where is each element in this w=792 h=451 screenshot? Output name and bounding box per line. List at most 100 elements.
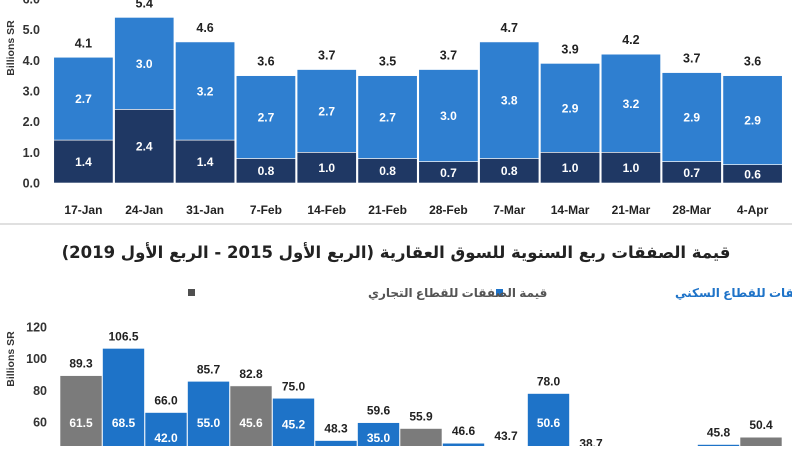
top-upper-value-label: 2.9 xyxy=(562,101,579,115)
bottom-inner-value-label: 45.6 xyxy=(239,416,263,430)
top-y-tick-label: 1.0 xyxy=(23,146,40,160)
top-bar-segment-upper xyxy=(53,56,114,141)
bottom-inner-value-label: 61.5 xyxy=(69,416,93,430)
top-upper-value-label: 3.2 xyxy=(623,97,640,111)
top-total-label: 4.2 xyxy=(622,33,639,47)
top-bar-segment-upper xyxy=(722,75,783,165)
top-upper-value-label: 2.7 xyxy=(75,92,92,106)
top-x-tick-label: 28-Mar xyxy=(672,203,711,217)
top-lower-value-label: 1.0 xyxy=(623,161,640,175)
top-bar-segment-lower xyxy=(357,158,418,184)
bottom-total-label: 45.8 xyxy=(707,425,731,439)
top-bar-segment-upper xyxy=(600,53,661,153)
top-upper-value-label: 3.2 xyxy=(197,85,214,99)
top-x-tick-label: 17-Jan xyxy=(64,203,102,217)
legend-label-commercial: قيمة الصفقات للقطاع التجاري xyxy=(368,286,547,300)
top-bar-segment-upper xyxy=(175,41,236,141)
top-bar-segment-upper xyxy=(540,63,601,153)
bottom-bar xyxy=(272,397,315,451)
top-lower-value-label: 1.0 xyxy=(318,161,335,175)
top-total-label: 4.7 xyxy=(501,21,518,35)
top-lower-value-label: 0.7 xyxy=(440,166,457,180)
top-total-label: 3.5 xyxy=(379,55,396,69)
top-total-label: 3.9 xyxy=(561,42,578,56)
bottom-y-axis-title: Billions SR xyxy=(5,331,17,387)
top-x-tick-label: 14-Feb xyxy=(307,203,346,217)
weekly-stacked-chart: Billions SR 0.0 1.0 2.0 3.0 4.0 5.0 6.0 1.4 2.7… xyxy=(5,0,783,217)
bottom-bar xyxy=(314,440,358,451)
bottom-total-label: 82.8 xyxy=(239,367,263,381)
top-bar-segment-lower xyxy=(296,152,357,184)
top-upper-value-label: 2.9 xyxy=(744,114,761,128)
top-y-tick-label: 6.0 xyxy=(23,0,40,7)
bottom-total-label: 85.7 xyxy=(197,362,221,376)
top-upper-value-label: 3.0 xyxy=(440,109,457,123)
bottom-inner-value-label: 55.0 xyxy=(197,416,221,430)
bottom-bar xyxy=(399,428,443,451)
bottom-bar xyxy=(229,385,273,451)
top-total-label: 4.6 xyxy=(196,21,213,35)
top-bar-segment-lower xyxy=(53,139,114,184)
top-lower-value-label: 0.8 xyxy=(258,164,275,178)
top-total-label: 3.6 xyxy=(257,55,274,69)
legend-swatch-commercial xyxy=(188,289,195,296)
bottom-total-label: 48.3 xyxy=(324,422,348,436)
bottom-bar xyxy=(527,393,570,451)
bottom-bar xyxy=(144,412,188,451)
top-bars: 1.4 2.7 4.1 2.4 3.0 5.4 1.4 3.2 4.6 0.8 2.7 3.6 1.0 2… xyxy=(53,0,783,184)
bottom-total-label: 43.7 xyxy=(494,429,518,443)
top-x-axis: 17-Jan 24-Jan 31-Jan 7-Feb 14-Feb 21-Feb 28-Fe… xyxy=(64,203,768,217)
bottom-total-label: 50.4 xyxy=(749,418,773,432)
top-x-tick-label: 7-Mar xyxy=(493,203,525,217)
top-total-label: 4.1 xyxy=(75,36,92,50)
top-lower-value-label: 2.4 xyxy=(136,140,153,154)
legend-swatch-residential xyxy=(496,289,503,296)
top-upper-value-label: 2.7 xyxy=(318,104,335,118)
top-x-tick-label: 21-Mar xyxy=(612,203,651,217)
top-x-tick-label: 31-Jan xyxy=(186,203,224,217)
quarterly-chart: قيمة الصفقات ربع السنوية للسوق العقارية … xyxy=(5,242,792,451)
top-bar-segment-upper xyxy=(357,75,418,159)
top-lower-value-label: 1.4 xyxy=(75,155,92,169)
top-x-tick-label: 28-Feb xyxy=(429,203,468,217)
top-bar-segment-upper xyxy=(296,69,357,153)
top-x-tick-label: 4-Apr xyxy=(737,203,769,217)
top-lower-value-label: 1.0 xyxy=(562,161,579,175)
top-bar-segment-lower xyxy=(600,152,661,184)
top-bar-segment-lower xyxy=(479,158,540,184)
top-bar-segment-upper xyxy=(114,17,175,110)
bottom-y-tick-label: 80 xyxy=(33,384,47,398)
bottom-total-label: 55.9 xyxy=(409,409,433,423)
top-total-label: 3.7 xyxy=(683,52,700,66)
top-y-tick-label: 2.0 xyxy=(23,115,40,129)
bottom-bar xyxy=(187,381,230,451)
bottom-total-label: 106.5 xyxy=(108,329,138,343)
bottom-total-label: 59.6 xyxy=(367,404,391,418)
top-upper-value-label: 2.7 xyxy=(379,111,396,125)
top-bar-segment-lower xyxy=(235,158,296,184)
bottom-chart-title: قيمة الصفقات ربع السنوية للسوق العقارية … xyxy=(62,242,731,263)
bottom-total-label: 78.0 xyxy=(537,375,561,389)
top-lower-value-label: 0.6 xyxy=(744,167,761,181)
top-x-tick-label: 24-Jan xyxy=(125,203,163,217)
top-lower-value-label: 0.8 xyxy=(379,164,396,178)
top-x-tick-label: 7-Feb xyxy=(250,203,282,217)
top-upper-value-label: 3.0 xyxy=(136,57,153,71)
top-y-tick-label: 0.0 xyxy=(23,177,40,191)
bottom-y-axis: 120 100 80 60 xyxy=(26,321,47,430)
top-bar-segment-upper xyxy=(418,69,479,162)
top-x-tick-label: 21-Feb xyxy=(368,203,407,217)
bottom-inner-value-label: 45.2 xyxy=(282,417,306,431)
bottom-total-label: 66.0 xyxy=(154,394,178,408)
top-y-axis-title: Billions SR xyxy=(5,20,17,76)
legend-label-residential: قيمة الصفقات للقطاع السكني xyxy=(675,286,792,300)
legend: قيمة الصفقات للقطاع السكني قيمة الصفقات … xyxy=(188,286,792,300)
top-lower-value-label: 0.8 xyxy=(501,164,518,178)
bottom-bar xyxy=(59,375,103,451)
bottom-inner-value-label: 50.6 xyxy=(537,416,561,430)
top-total-label: 3.7 xyxy=(440,49,457,63)
bottom-bars: 89.3 61.5 106.5 68.5 66.0 42.0 85.7 55.0 82.8 45.… xyxy=(59,329,783,451)
top-y-tick-label: 5.0 xyxy=(23,23,40,37)
